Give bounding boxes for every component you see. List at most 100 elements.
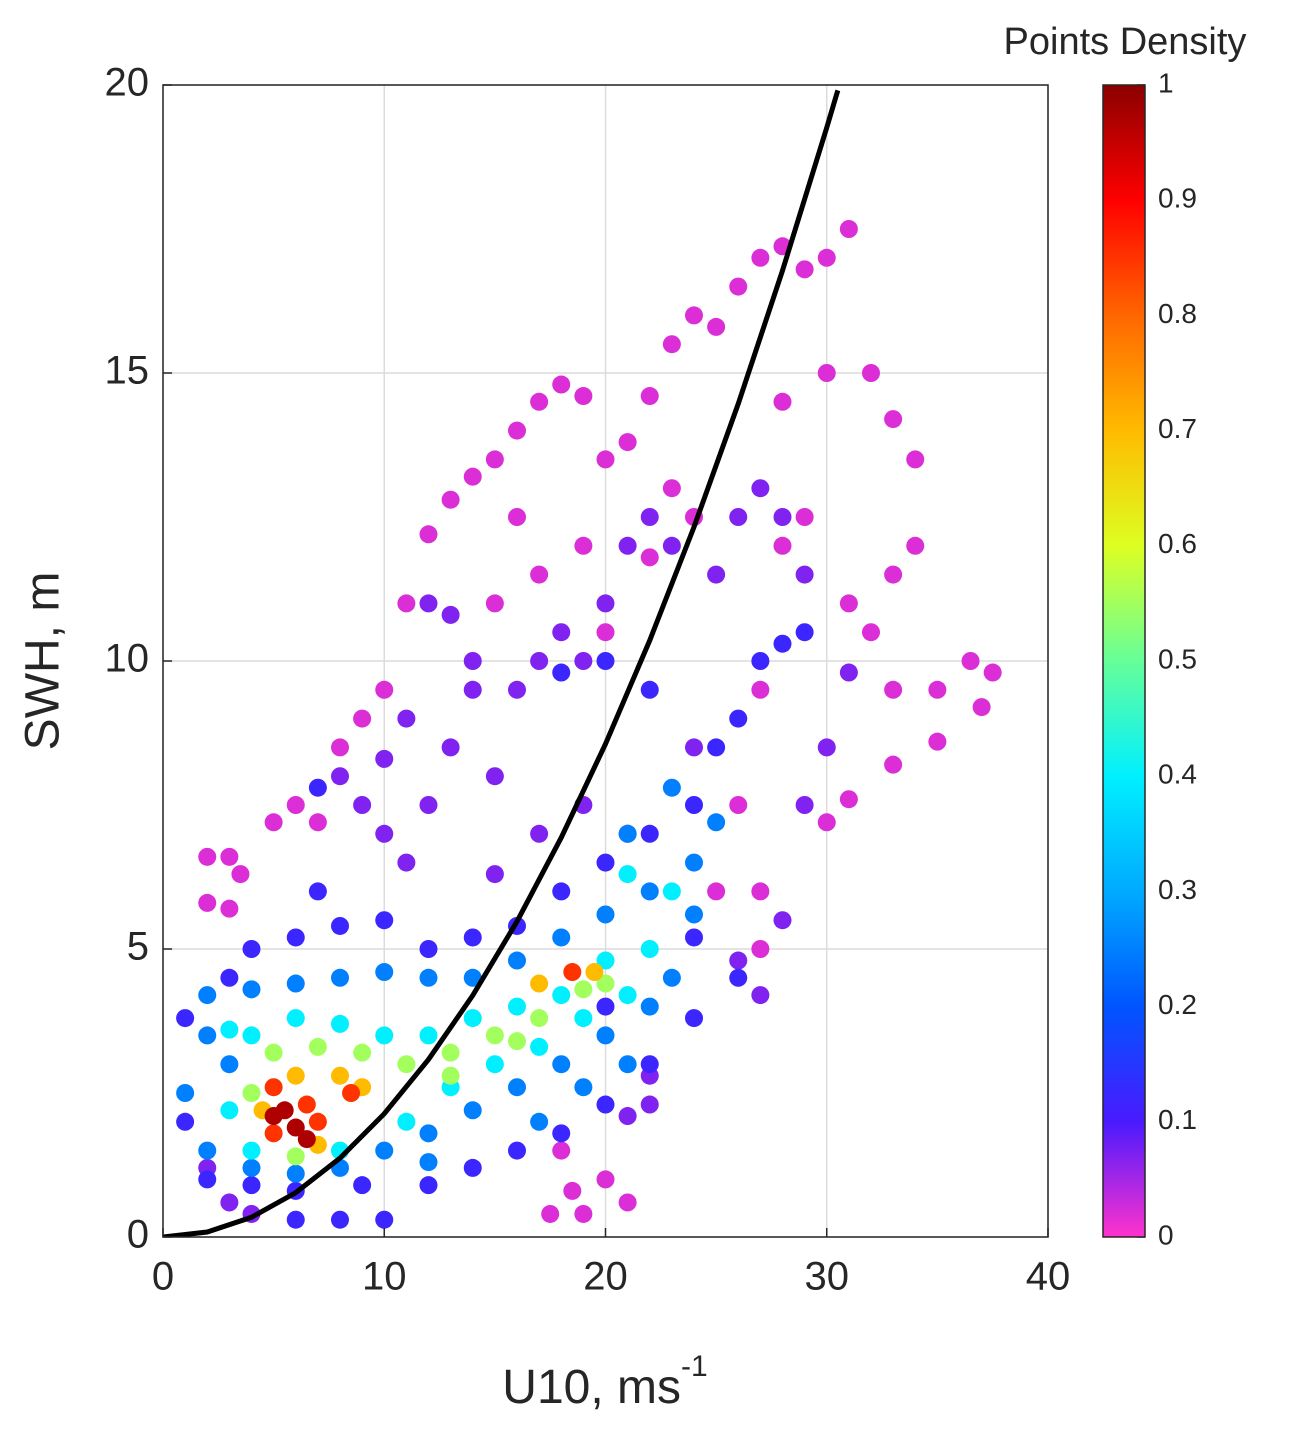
point [596, 594, 615, 613]
point [795, 260, 814, 279]
point [530, 1009, 549, 1028]
point [242, 940, 261, 958]
point [618, 986, 637, 1005]
point [463, 1009, 482, 1028]
point [685, 905, 703, 924]
point [176, 1009, 195, 1028]
point [176, 1112, 195, 1131]
point [397, 594, 416, 613]
point [231, 865, 250, 884]
point [397, 1055, 416, 1074]
point [596, 652, 615, 670]
point [596, 1095, 615, 1114]
point [463, 652, 482, 670]
point [530, 824, 549, 843]
point [552, 928, 571, 947]
point [485, 1055, 504, 1074]
colorbar-tick-label: 0.7 [1158, 413, 1197, 444]
colorbar-tick-label: 0.9 [1158, 183, 1197, 214]
point [375, 680, 394, 699]
point [286, 974, 305, 993]
point [242, 1026, 261, 1045]
point [817, 813, 836, 832]
point [331, 1066, 349, 1085]
point [640, 1095, 659, 1114]
point [685, 306, 703, 325]
point [662, 536, 681, 555]
point [773, 634, 792, 653]
y-tick-label: 20 [105, 61, 150, 105]
point [375, 911, 394, 930]
point [618, 1193, 637, 1212]
point [928, 680, 947, 699]
point [242, 980, 261, 999]
point [839, 790, 858, 809]
y-axis-label: SWH, m [17, 572, 70, 751]
y-tick-label: 5 [127, 925, 149, 969]
point [220, 1055, 239, 1074]
point [308, 813, 327, 832]
point [574, 1078, 593, 1097]
point [463, 928, 482, 947]
point [839, 220, 858, 238]
x-axis-label-sup: -1 [681, 1350, 708, 1383]
point [596, 1026, 615, 1045]
point [397, 709, 416, 728]
point [331, 738, 349, 757]
point [264, 813, 283, 832]
point [308, 882, 327, 901]
point [331, 1014, 349, 1033]
point [640, 548, 659, 567]
point [331, 916, 349, 935]
point [220, 968, 239, 987]
point [773, 911, 792, 930]
point [242, 1158, 261, 1177]
point [441, 1066, 460, 1085]
point [508, 1078, 526, 1097]
point [198, 986, 217, 1005]
point [463, 680, 482, 699]
point [397, 853, 416, 872]
point [441, 1043, 460, 1062]
point [685, 853, 703, 872]
point [640, 680, 659, 699]
point [463, 1101, 482, 1120]
point [795, 565, 814, 584]
point [552, 1055, 571, 1074]
point [331, 767, 349, 786]
point [530, 565, 549, 584]
point [485, 865, 504, 884]
point [308, 1112, 327, 1131]
x-tick-label: 10 [362, 1255, 407, 1299]
point [983, 663, 1002, 682]
point [729, 709, 748, 728]
axes: 0 10 20 30 40 0 5 10 15 20 0 0.1 0.2 0.3 0.4 0.5 0.6 0.7 0… [105, 61, 1197, 1299]
point [662, 479, 681, 498]
point [441, 490, 460, 509]
point [574, 536, 593, 555]
point [751, 940, 770, 958]
point [839, 663, 858, 682]
point [375, 1026, 394, 1045]
point [618, 433, 637, 452]
point [220, 899, 239, 918]
point [264, 1107, 283, 1126]
point [685, 1009, 703, 1028]
point [662, 335, 681, 354]
point [574, 1204, 593, 1223]
point [220, 847, 239, 866]
point [552, 663, 571, 682]
point [463, 467, 482, 486]
point [596, 1170, 615, 1189]
point [508, 951, 526, 970]
point [264, 1043, 283, 1062]
point [563, 1181, 582, 1200]
point [375, 749, 394, 768]
point [286, 928, 305, 947]
point [662, 882, 681, 901]
point [928, 732, 947, 751]
point [707, 317, 726, 336]
point [419, 940, 438, 958]
point [574, 652, 593, 670]
point [729, 968, 748, 987]
